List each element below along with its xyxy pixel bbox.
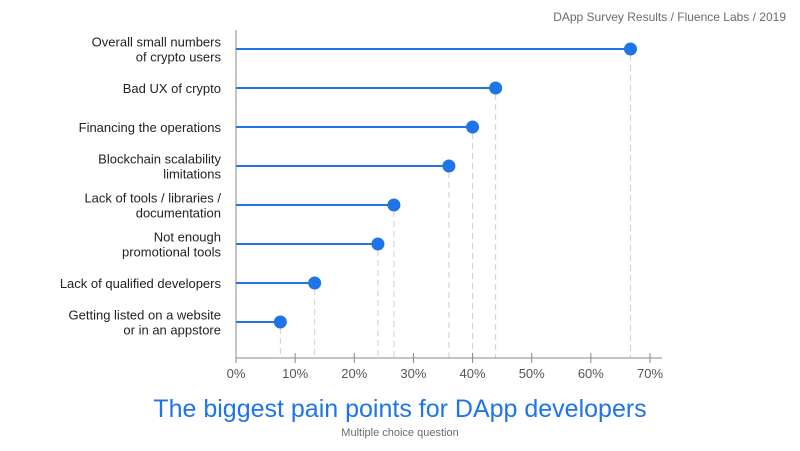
x-tick-label: 60% [578,366,604,381]
x-tick-label: 70% [637,366,663,381]
bar-dot [442,159,456,173]
bar-dot [387,198,401,212]
category-label: Lack of qualified developers [60,276,222,291]
category-label-line: Lack of qualified developers [60,276,222,291]
x-tick-label: 10% [282,366,308,381]
category-label-line: Not enough [154,230,221,245]
category-label-line: of crypto users [136,50,222,65]
category-label-line: limitations [163,167,221,182]
x-tick-label: 20% [341,366,367,381]
chart-title: The biggest pain points for DApp develop… [153,395,647,423]
source-caption: DApp Survey Results / Fluence Labs / 201… [553,10,786,24]
bar-dot [623,42,637,56]
category-label-line: or in an appstore [123,323,221,338]
category-label-line: Overall small numbers [92,35,222,50]
x-tick-label: 30% [400,366,426,381]
category-labels: Overall small numbers of crypto users Bad … [60,35,222,338]
category-label-line: Financing the operations [79,120,222,135]
category-label: Lack of tools / libraries / documentation [84,191,221,221]
bar-dot [489,81,503,95]
category-label-line: Getting listed on a website [69,308,221,323]
bar-dot [273,315,287,329]
bar-dot [466,120,480,134]
category-label-line: promotional tools [122,245,221,260]
x-tick-label: 0% [227,366,246,381]
category-label-line: Bad UX of crypto [123,81,221,96]
category-label-line: documentation [136,206,221,221]
value-guides [279,55,631,358]
category-label: Overall small numbers of crypto users [92,35,222,65]
bar-dot [308,276,322,290]
axes: 0% 10% 20% 30% 40% 50% 60% 70% [227,30,663,381]
category-label: Getting listed on a website or in an apps… [69,308,221,338]
x-tick-label: 40% [460,366,486,381]
category-label: Financing the operations [79,120,222,135]
category-label: Not enough promotional tools [122,230,221,260]
category-label: Blockchain scalability limitations [98,152,221,182]
x-tick-label: 50% [519,366,545,381]
bar-dot [371,237,385,251]
bars [236,42,637,329]
category-label-line: Blockchain scalability [98,152,221,167]
category-label: Bad UX of crypto [123,81,221,96]
category-label-line: Lack of tools / libraries / [84,191,221,206]
chart-subtitle: Multiple choice question [341,427,459,439]
